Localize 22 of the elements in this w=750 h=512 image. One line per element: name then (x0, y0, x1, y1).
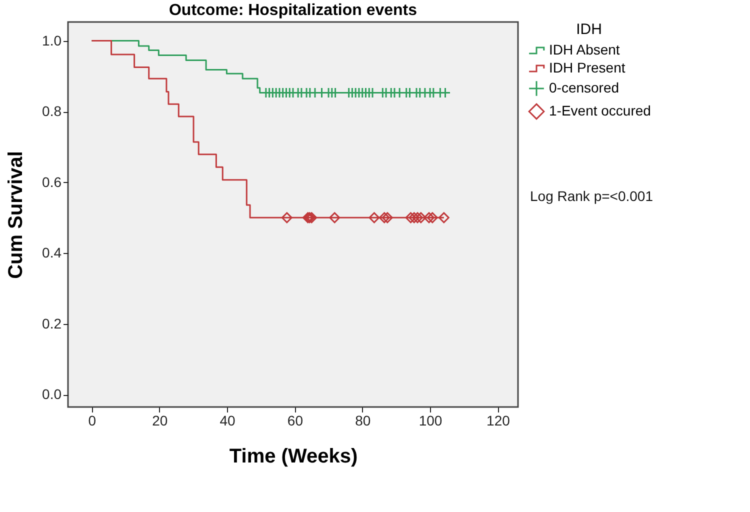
y-axis-title: Cum Survival (5, 151, 28, 279)
x-tick-label: 60 (287, 412, 304, 428)
y-tick-label: 1.0 (42, 32, 62, 48)
x-tick-label: 40 (220, 412, 236, 428)
legend-label: 0-censored (549, 80, 620, 96)
y-tick-label: 0.0 (42, 386, 62, 402)
legend-label: 1-Event occured (549, 102, 651, 118)
x-tick-label: 0 (88, 412, 96, 428)
x-tick-label: 80 (355, 412, 371, 428)
y-tick-label: 0.4 (42, 244, 62, 261)
chart-title: Outcome: Hospitalization events (168, 2, 418, 19)
x-tick-label: 120 (486, 412, 510, 428)
y-tick-label: 0.2 (42, 315, 62, 332)
y-tick-label: 0.8 (42, 103, 62, 120)
x-axis-title: Time (Weeks) (229, 446, 358, 468)
legend-label: IDH Present (549, 60, 626, 76)
x-tick-label: 100 (418, 412, 442, 428)
y-tick-label: 0.6 (42, 174, 62, 190)
legend-label: IDH Absent (549, 42, 620, 58)
text: Log Rank p=<0.001 (530, 188, 654, 204)
x-tick-label: 20 (152, 412, 168, 428)
legend-title: IDH (576, 21, 602, 38)
